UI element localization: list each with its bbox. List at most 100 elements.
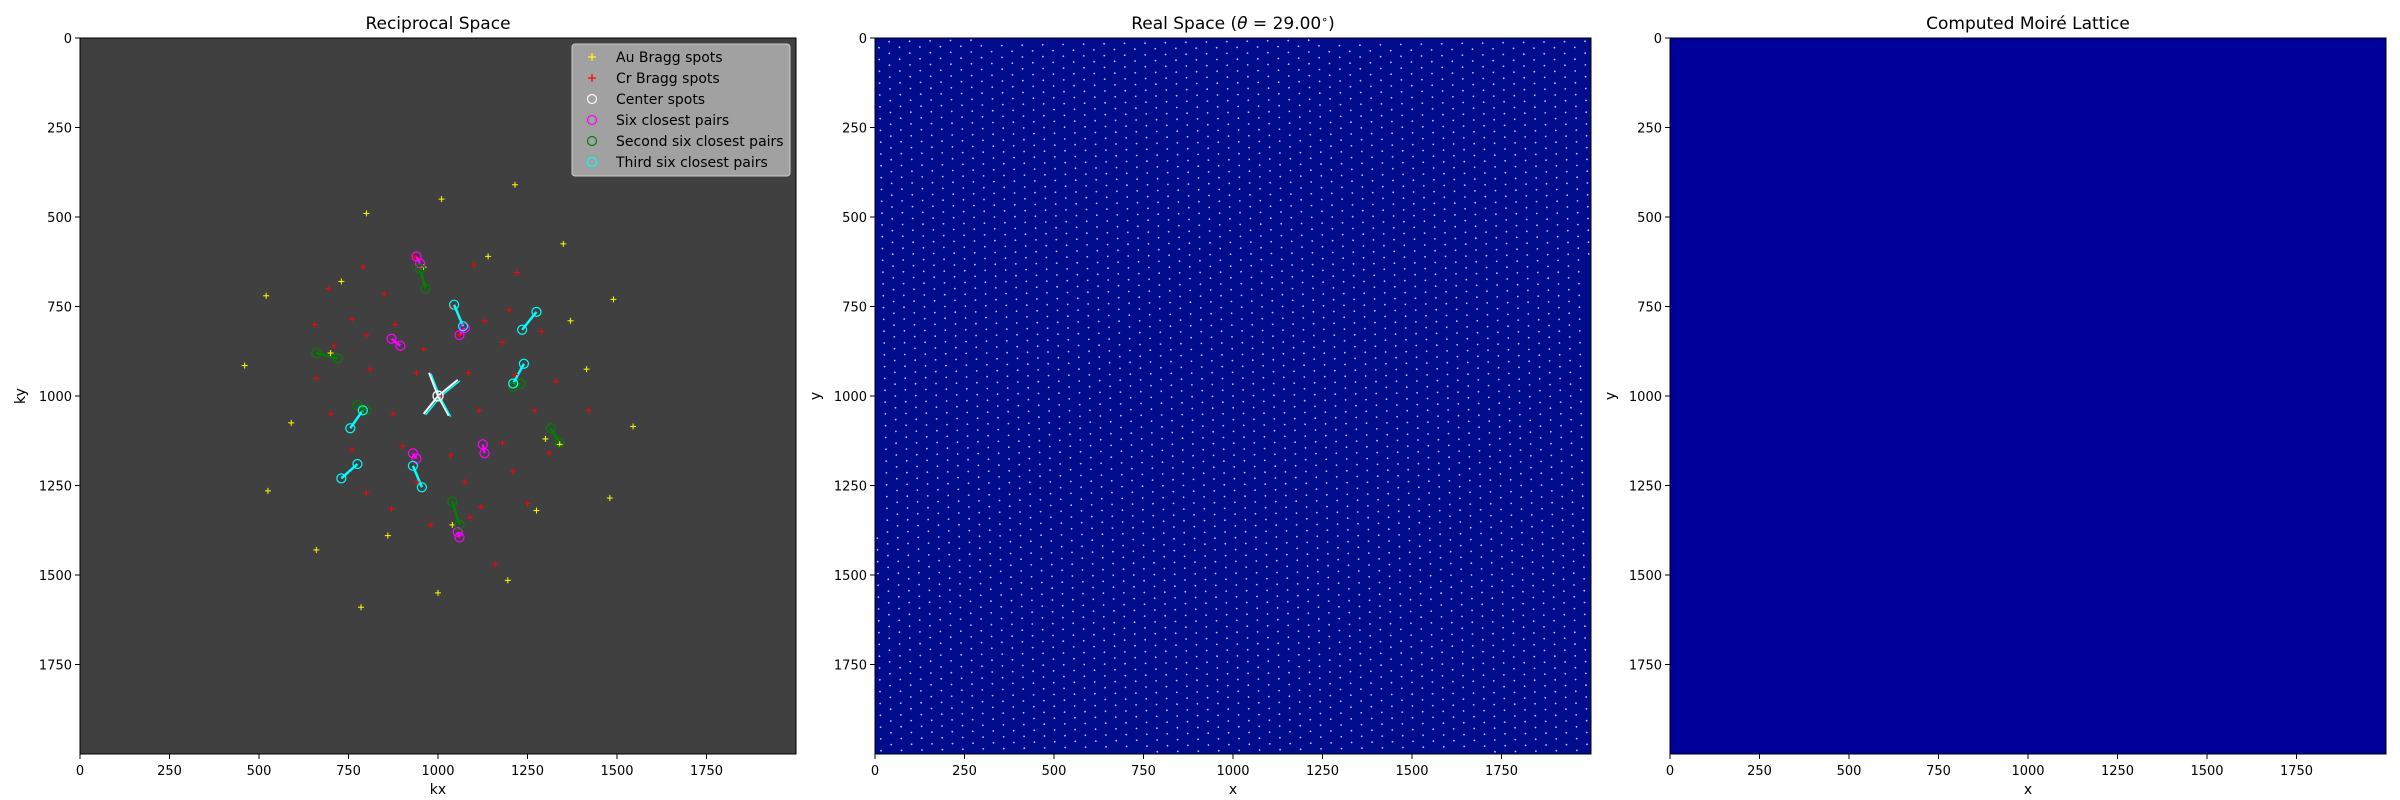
lattice-dot (1073, 693, 1076, 696)
lattice-dot (1073, 705, 1076, 707)
lattice-dot (1269, 181, 1272, 184)
lattice-dot (1374, 357, 1377, 359)
y-tick-label: 750 (47, 301, 72, 316)
lattice-dot (1296, 547, 1298, 550)
lattice-dot (1569, 371, 1572, 374)
lattice-dot (1216, 678, 1219, 681)
lattice-dot (939, 57, 942, 60)
lattice-dot (926, 471, 929, 474)
lattice-dot (1205, 64, 1208, 67)
lattice-dot (1462, 137, 1465, 139)
lattice-dot (988, 493, 990, 496)
lattice-dot (1008, 481, 1011, 484)
lattice-dot (1242, 400, 1245, 403)
lattice-dot (1095, 214, 1098, 217)
lattice-dot (1477, 402, 1480, 405)
lattice-dot (1004, 257, 1007, 260)
lattice-dot (919, 642, 921, 645)
lattice-dot (1422, 734, 1424, 737)
lattice-dot (1028, 445, 1031, 448)
lattice-dot (1115, 143, 1117, 145)
lattice-dot (1551, 501, 1553, 504)
lattice-dot (1199, 259, 1201, 262)
lattice-dot (1054, 191, 1057, 194)
lattice-dot (1472, 107, 1475, 110)
lattice-dot (1219, 271, 1222, 274)
lattice-dot (958, 547, 961, 550)
lattice-dot (961, 712, 964, 715)
lattice-dot (1045, 244, 1048, 247)
lattice-dot (1504, 159, 1507, 162)
lattice-dot (1502, 626, 1504, 629)
cyan-pair-link (411, 465, 424, 488)
lattice-dot (1236, 666, 1239, 669)
lattice-dot (1162, 520, 1165, 523)
lattice-dot (1466, 326, 1468, 328)
lattice-dot (1249, 229, 1252, 232)
lattice-dot (1540, 484, 1543, 486)
lattice-dot (1430, 633, 1433, 636)
lattice-dot (1564, 88, 1567, 90)
lattice-dot (1513, 83, 1515, 85)
lattice-dot (1465, 255, 1467, 257)
lattice-dot (998, 499, 1001, 502)
lattice-dot (1211, 407, 1214, 410)
y-tick-label: 250 (842, 122, 867, 137)
lattice-dot (1185, 638, 1187, 640)
lattice-dot (1278, 689, 1280, 692)
lattice-dot (1049, 481, 1052, 483)
lattice-dot (1224, 531, 1226, 533)
lattice-dot (1460, 580, 1463, 582)
lattice-dot (1259, 223, 1262, 226)
lattice-dot (914, 371, 917, 373)
lattice-dot (1517, 342, 1520, 345)
lattice-dot (1210, 312, 1212, 315)
lattice-dot (1453, 202, 1456, 205)
lattice-dot (954, 323, 957, 325)
lattice-dot (1287, 648, 1290, 650)
lattice-dot (1088, 385, 1091, 388)
lattice-dot (1103, 54, 1106, 57)
lattice-dot (1243, 448, 1246, 450)
lattice-dot (884, 424, 887, 427)
lattice-dot (1336, 487, 1338, 490)
lattice-dot (1255, 571, 1258, 574)
lattice-dot (1089, 456, 1092, 459)
lattice-dot (892, 300, 895, 303)
lattice-dot (1237, 702, 1240, 704)
lattice-dot (1132, 538, 1135, 541)
lattice-dot (1126, 231, 1129, 234)
lattice-dot (1245, 554, 1247, 557)
lattice-dot (1328, 612, 1330, 614)
lattice-dot (1084, 137, 1087, 140)
lattice-dot (1371, 144, 1373, 147)
lattice-dot (908, 589, 910, 592)
lattice-dot (1409, 575, 1411, 577)
lattice-dot (1553, 70, 1556, 73)
lattice-dot (1524, 124, 1526, 126)
lattice-dot (1030, 575, 1033, 578)
lattice-dot (1294, 441, 1297, 444)
lattice-dot (1084, 710, 1086, 713)
lattice-dot (1399, 628, 1402, 631)
lattice-dot (1465, 278, 1468, 281)
lattice-dot (1073, 681, 1076, 684)
bragg-spot (313, 375, 320, 382)
lattice-dot (1042, 79, 1045, 82)
lattice-dot (1523, 100, 1526, 103)
lattice-dot (1577, 223, 1579, 226)
lattice-dot (1422, 185, 1425, 187)
lattice-dot (1183, 567, 1186, 570)
lattice-dot (1464, 231, 1467, 234)
lattice-dot (941, 152, 944, 154)
lattice-dot (1083, 66, 1085, 69)
lattice-dot (907, 566, 910, 568)
lattice-dot (1077, 309, 1079, 311)
lattice-dot (1349, 85, 1352, 88)
lattice-dot (1549, 395, 1552, 398)
lattice-dot (1144, 662, 1147, 665)
lattice-dot (950, 98, 953, 101)
lattice-dot (1378, 558, 1380, 560)
lattice-dot (1129, 361, 1131, 364)
lattice-dot (883, 342, 886, 344)
